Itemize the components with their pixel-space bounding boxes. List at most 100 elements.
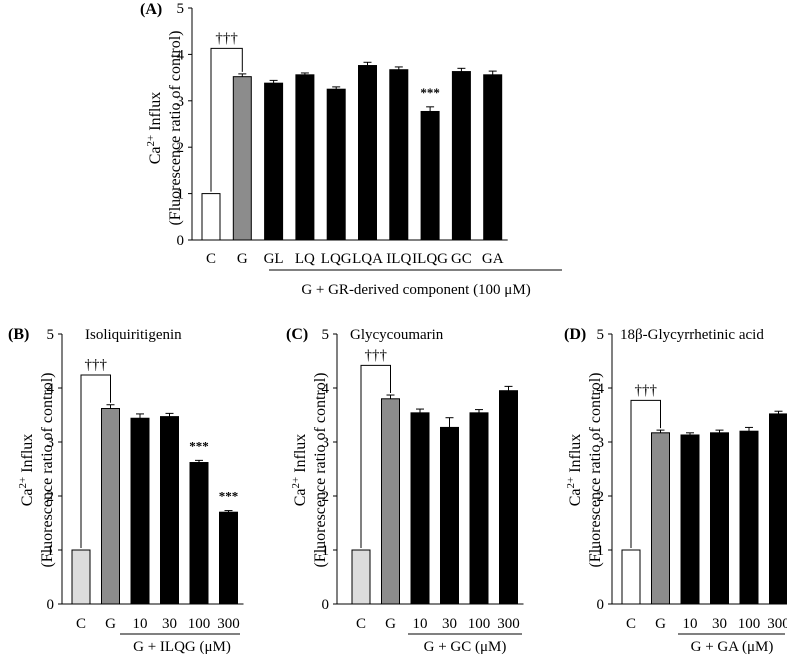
bar [381, 398, 400, 605]
x-tick-label: G [105, 616, 116, 632]
y-tick-label: 1 [177, 187, 185, 203]
x-tick-label: 100 [468, 616, 491, 632]
bar [451, 71, 471, 241]
y-tick-label: 5 [177, 1, 185, 17]
x-tick-label: 300 [767, 616, 787, 632]
bar [358, 65, 377, 241]
dagger-label: ††† [365, 347, 388, 363]
x-group-label: G + GA (μM) [691, 639, 774, 655]
x-tick-label: LQ [295, 251, 315, 267]
bar [739, 430, 759, 605]
y-tick-label: 1 [47, 543, 55, 559]
x-group-label: G + ILQG (μM) [133, 639, 231, 655]
panel-label: (C) [286, 326, 308, 343]
y-axis-label-line1: Ca2+ Influx [145, 92, 164, 165]
x-tick-label: 100 [738, 616, 761, 632]
y-tick-label: 3 [47, 435, 55, 451]
x-tick-label: LQA [352, 251, 383, 267]
y-tick-label: 4 [47, 381, 55, 397]
y-tick-label: 5 [597, 327, 605, 343]
x-tick-label: G [237, 251, 248, 267]
y-axis-label-line1: Ca2+ Influx [290, 434, 309, 507]
y-tick-label: 4 [597, 381, 605, 397]
y-tick-label: 2 [177, 140, 185, 156]
chart-title: Glycycoumarin [350, 327, 444, 343]
x-tick-label: 30 [712, 616, 727, 632]
chart-title: 18β-Glycyrrhetinic acid [620, 327, 764, 343]
x-tick-label: 10 [413, 616, 428, 632]
bar [440, 426, 459, 605]
y-tick-label: 2 [597, 489, 605, 505]
x-tick-label: 10 [133, 616, 148, 632]
x-tick-label: LQG [321, 251, 352, 267]
panel-label: (B) [8, 326, 29, 343]
bar [469, 412, 489, 605]
y-axis-label-line2: (Fluorescence ratio of control) [39, 372, 56, 567]
chart-panel-2: (B) Isoliquiritigenin 0 1 2 3 4 5 Ca2+ Influx (Fl… [8, 326, 244, 655]
y-tick-label: 0 [177, 233, 185, 249]
x-tick-label: ILQ [386, 251, 411, 267]
x-tick-label: 10 [683, 616, 698, 632]
bar [101, 408, 120, 605]
y-axis-label-line2: (Fluorescence ratio of control) [167, 30, 184, 225]
y-tick-label: 3 [597, 435, 605, 451]
y-axis-label-line1: Ca2+ Influx [565, 434, 584, 507]
y-tick-label: 0 [47, 597, 55, 613]
chart-panel-3: (C) Glycycoumarin 0 1 2 3 4 5 Ca2+ Influx (Fluore… [286, 326, 524, 655]
significance-label: *** [189, 438, 209, 453]
y-axis-label: Ca2+ Influx (Fluorescence ratio of contro… [145, 30, 184, 225]
y-axis-label: Ca2+ Influx (Fluorescence ratio of contro… [17, 372, 56, 567]
x-tick-label: 300 [497, 616, 520, 632]
y-tick-label: 0 [597, 597, 605, 613]
x-tick-label: C [76, 616, 86, 632]
bar [201, 193, 221, 241]
bar [389, 69, 409, 241]
x-tick-label: GL [264, 251, 284, 267]
x-tick-label: 100 [188, 616, 211, 632]
y-tick-label: 3 [177, 94, 185, 110]
x-tick-label: 300 [217, 616, 240, 632]
dagger-label: ††† [635, 382, 658, 398]
bar [769, 413, 787, 605]
y-tick-label: 1 [597, 543, 605, 559]
bar [232, 76, 252, 241]
dagger-label: ††† [215, 30, 238, 46]
bar [71, 549, 91, 605]
x-tick-label: GC [451, 251, 472, 267]
y-axis-label-line2: (Fluorescence ratio of control) [312, 372, 329, 567]
y-axis-label: Ca2+ Influx (Fluorescence ratio of contro… [565, 372, 604, 567]
bar [326, 88, 346, 241]
bar [651, 432, 670, 605]
y-axis-label: Ca2+ Influx (Fluorescence ratio of contro… [290, 372, 329, 567]
bar [420, 110, 440, 241]
significance-label: *** [420, 85, 440, 100]
dagger-label: ††† [85, 357, 108, 373]
panel-label: (D) [564, 326, 586, 343]
bar [295, 74, 315, 241]
y-tick-label: 0 [322, 597, 330, 613]
x-tick-label: C [206, 251, 216, 267]
x-tick-label: G [385, 616, 396, 632]
bar [499, 390, 518, 605]
bar [160, 416, 179, 605]
chart-panel-4: (D) 18β-Glycyrrhetinic acid 0 1 2 3 4 5 Ca2+ Inf… [564, 326, 787, 655]
y-tick-label: 5 [322, 327, 330, 343]
x-group-label: G + GR-derived component (100 μM) [301, 282, 530, 298]
y-tick-label: 2 [322, 489, 330, 505]
y-tick-label: 1 [322, 543, 330, 559]
x-tick-label: 30 [442, 616, 457, 632]
y-tick-label: 5 [47, 327, 55, 343]
y-tick-label: 2 [47, 489, 55, 505]
x-tick-label: ILQG [412, 251, 448, 267]
comparison-bracket [630, 399, 661, 548]
x-tick-label: G [655, 616, 666, 632]
y-axis-label-line1: Ca2+ Influx [17, 434, 36, 507]
bar [710, 432, 729, 605]
panel-label: (A) [140, 1, 162, 18]
bar [483, 74, 503, 241]
bar [189, 462, 209, 605]
bar [410, 412, 430, 605]
comparison-bracket [80, 374, 111, 548]
y-tick-label: 3 [322, 435, 330, 451]
